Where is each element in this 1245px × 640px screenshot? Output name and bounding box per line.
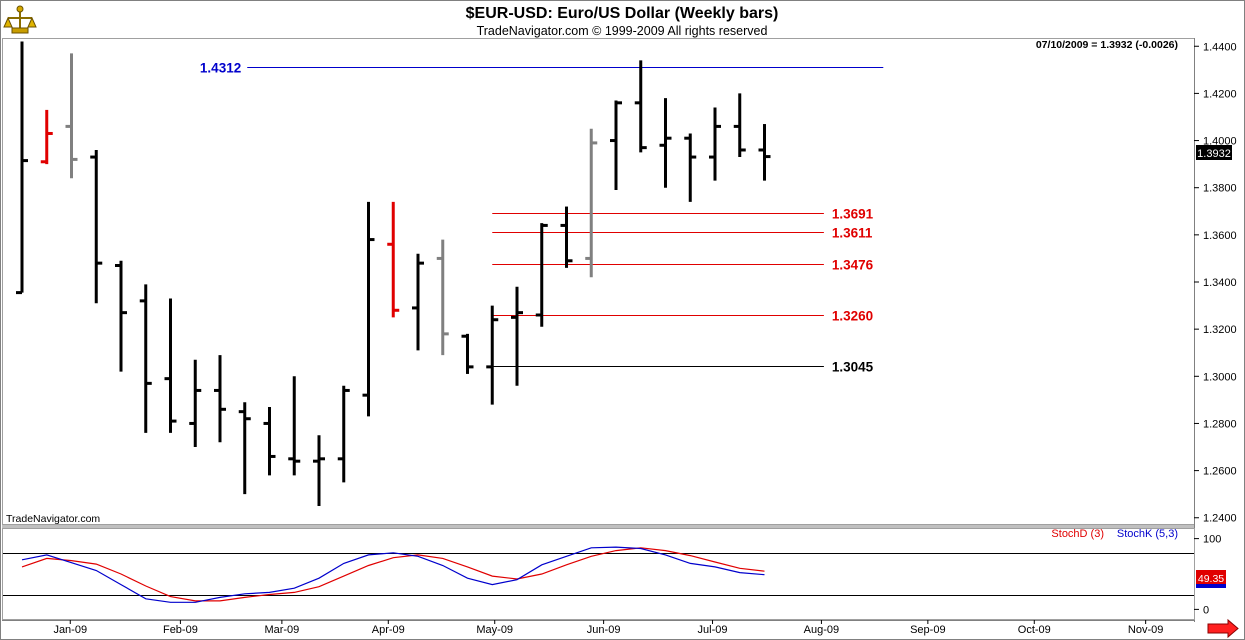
ohlc-bar	[115, 260, 127, 372]
ohlc-bar	[214, 355, 226, 443]
price-tick-label: 1.3800	[1203, 183, 1237, 195]
price-tick-label: 1.3400	[1203, 277, 1237, 289]
stochk-line	[21, 546, 765, 603]
ohlc-bar	[486, 305, 499, 405]
level-label: 1.3611	[832, 226, 873, 241]
time-tick-label: May-09	[476, 624, 513, 636]
ohlc-bar	[189, 359, 202, 448]
ohlc-bar	[709, 107, 721, 181]
ohlc-bar	[659, 98, 672, 188]
chart-title: $EUR-USD: Euro/US Dollar (Weekly bars)	[466, 5, 779, 22]
last-price-text: 1.3932	[1197, 148, 1231, 160]
ohlc-bar	[65, 53, 78, 179]
price-tick-label: 1.3200	[1203, 324, 1237, 336]
ohlc-bar	[634, 60, 647, 153]
time-tick-label: Apr-09	[372, 624, 405, 636]
price-tick-label: 1.4400	[1203, 41, 1237, 53]
ohlc-bar	[362, 201, 375, 417]
ohlc-bar	[40, 109, 53, 165]
stochastic-tick-label: 100	[1203, 534, 1221, 546]
level-label: 1.4312	[200, 61, 241, 76]
ohlc-bar	[535, 223, 548, 327]
stochastic-panel	[2, 528, 1195, 620]
price-tick-label: 1.3600	[1203, 230, 1237, 242]
ohlc-bar	[585, 128, 598, 278]
level-label: 1.3045	[832, 360, 874, 375]
last-bar-info: 07/10/2009 = 1.3932 (-0.0026)	[1036, 39, 1178, 51]
ohlc-bar	[288, 376, 301, 476]
stochastic-legend: StochD (3) StochK (5,3)	[1051, 528, 1178, 540]
ohlc-bar	[313, 435, 325, 506]
stochastic-axis: 100 0	[1194, 534, 1221, 616]
ohlc-bar	[90, 149, 103, 304]
trade-navigator-emblem-icon	[3, 3, 37, 36]
ohlc-bar	[733, 93, 746, 158]
time-axis: Jan-09 Feb-09 Mar-09 Apr-09 May-09 Jun-09 Jul-…	[53, 620, 1163, 636]
price-tick-label: 1.4000	[1203, 136, 1237, 148]
ohlc-bar	[412, 253, 424, 351]
time-tick-label: Feb-09	[163, 624, 198, 636]
ohlc-bar	[511, 286, 523, 386]
stochk-legend: StochK (5,3)	[1117, 528, 1178, 540]
stochd-line	[21, 547, 765, 602]
ohlc-bar	[436, 239, 449, 356]
level-label: 1.3260	[832, 309, 873, 324]
price-levels: 1.4312 1.3691 1.3611 1.3476 1.3260 1.3045	[200, 61, 884, 375]
level-label: 1.3691	[832, 207, 874, 222]
ohlc-bar	[387, 201, 400, 318]
time-tick-label: Oct-09	[1018, 624, 1051, 636]
ohlc-bar	[758, 124, 771, 181]
time-tick-label: Sep-09	[910, 624, 945, 636]
ohlc-bar	[684, 133, 697, 202]
price-tick-label: 1.2400	[1203, 513, 1237, 525]
ohlc-bar	[238, 402, 251, 495]
red-right-arrow-icon[interactable]	[1207, 618, 1239, 639]
ohlc-bar	[164, 298, 177, 433]
ohlc-bar	[139, 284, 152, 433]
last-price-badge: 1.3932	[1196, 145, 1232, 160]
ohlc-bars	[16, 41, 771, 506]
ohlc-bar	[461, 333, 474, 374]
time-tick-label: Jun-09	[587, 624, 621, 636]
ohlc-bar	[16, 41, 28, 295]
ohlc-bar	[610, 100, 622, 191]
price-tick-label: 1.2800	[1203, 418, 1237, 430]
ohlc-bar	[560, 206, 573, 268]
time-tick-label: Jan-09	[53, 624, 87, 636]
watermark: TradeNavigator.com	[6, 513, 100, 525]
time-tick-label: Aug-09	[804, 624, 839, 636]
time-tick-label: Mar-09	[264, 624, 299, 636]
price-tick-label: 1.2600	[1203, 466, 1237, 478]
level-label: 1.3476	[832, 258, 874, 273]
stochastic-value-text: 49.35	[1198, 573, 1224, 585]
price-tick-label: 1.3000	[1203, 371, 1237, 383]
price-axis: 1.4400 1.4200 1.4000 1.3800 1.3600 1.3400 1.32…	[1194, 41, 1237, 525]
ohlc-bar	[337, 385, 350, 483]
price-tick-label: 1.4200	[1203, 88, 1237, 100]
time-tick-label: Nov-09	[1128, 624, 1163, 636]
stochd-legend: StochD (3)	[1051, 528, 1104, 540]
stochastic-tick-label: 0	[1203, 604, 1209, 616]
stochastic-value-badge: 49.35	[1196, 570, 1226, 588]
ohlc-bar	[263, 406, 276, 476]
chart-subtitle: TradeNavigator.com © 1999-2009 All right…	[477, 24, 768, 38]
stochastic-lines	[3, 546, 1194, 603]
time-tick-label: Jul-09	[698, 624, 728, 636]
